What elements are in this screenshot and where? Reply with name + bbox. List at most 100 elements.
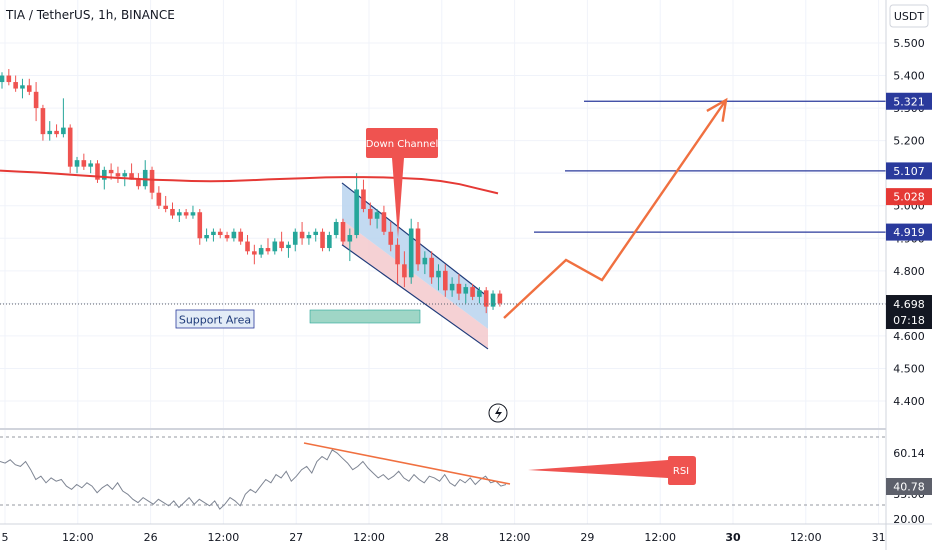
candle (170, 202, 175, 219)
candle (381, 205, 387, 236)
candle (61, 98, 66, 138)
time-tick-label: 26 (144, 531, 158, 544)
price-tick-label: 4.400 (893, 395, 925, 408)
target-level-value: 4.919 (893, 226, 925, 239)
candle (292, 228, 298, 252)
lightning-icon[interactable] (488, 403, 508, 423)
rsi-tick-label: 60.14 (893, 447, 925, 460)
ma-price-tag: 5.028 (886, 188, 932, 206)
candle (313, 228, 319, 242)
candle (6, 69, 12, 86)
candle (456, 274, 462, 301)
candle (422, 251, 428, 275)
candle (402, 251, 407, 288)
candle (47, 121, 53, 141)
current-price-tag: 4.698 07:18 (886, 295, 932, 330)
current-price-value: 4.698 (893, 298, 925, 311)
candle (361, 179, 366, 213)
candle (436, 264, 441, 291)
candle (258, 244, 264, 258)
price-tick-label: 5.400 (893, 70, 925, 83)
time-axis-ticks: 5 12:00 26 12:00 27 12:00 28 12:00 29 12:00 30 12:0… (2, 531, 886, 544)
support-area-label[interactable]: Support Area (175, 309, 255, 329)
candle (354, 173, 359, 239)
candle (95, 160, 100, 183)
candle (54, 124, 59, 138)
target-level-tag: 5.321 (886, 92, 932, 110)
candle (449, 277, 455, 297)
price-axis-background[interactable] (886, 0, 932, 550)
candle (265, 238, 271, 255)
ma-price-value: 5.028 (893, 191, 925, 204)
candle (470, 283, 475, 301)
moving-average-line (0, 169, 499, 195)
candle (163, 195, 168, 213)
projected-path-line (503, 99, 727, 319)
currency-label[interactable]: USDT (889, 4, 929, 28)
candle (429, 251, 434, 284)
time-tick-label: 27 (289, 531, 303, 544)
candle (408, 218, 414, 284)
time-tick-label: 12:00 (499, 531, 531, 544)
time-tick-label: 31 (872, 531, 886, 544)
candle (129, 163, 134, 180)
price-tick-label: 5.200 (893, 135, 925, 148)
chart-title: TIA / TetherUS, 1h, BINANCE (5, 8, 175, 22)
candlestick-series (0, 69, 503, 314)
candle (320, 228, 325, 252)
candle (33, 82, 39, 122)
rsi-callout-text: RSI (673, 466, 689, 477)
candle (211, 228, 216, 242)
time-tick-label: 12:00 (353, 531, 385, 544)
price-tick-label: 4.500 (893, 362, 925, 375)
time-tick-label: 12:00 (644, 531, 676, 544)
candle (333, 218, 339, 239)
candle (115, 166, 121, 183)
candle (238, 228, 243, 245)
candle (217, 228, 223, 239)
candle (252, 244, 257, 265)
candle (415, 222, 421, 271)
price-axis-tags: 5.321 5.107 4.919 5.028 4.698 07:18 (886, 92, 932, 330)
time-tick-label: 28 (435, 531, 449, 544)
candle (190, 205, 196, 219)
candle (388, 222, 394, 252)
down-channel-callout[interactable]: Down Channel (366, 128, 439, 238)
time-tick-label: 30 (725, 531, 741, 544)
time-tick-label: 12:00 (208, 531, 240, 544)
candle (279, 231, 284, 252)
candle (272, 238, 278, 255)
candle (327, 231, 332, 252)
candle (395, 238, 400, 284)
candle (483, 287, 489, 314)
candle (183, 208, 189, 219)
rsi-line (0, 449, 507, 510)
down-channel-bottom-line (341, 244, 489, 350)
down-channel-text: Down Channel (366, 139, 439, 150)
time-tick-label: 29 (580, 531, 594, 544)
candle (0, 72, 5, 89)
support-area-box[interactable] (309, 309, 421, 324)
candle (40, 104, 46, 141)
rsi-current-tag: 40.78 (886, 478, 932, 495)
target-levels (534, 100, 886, 233)
candle (177, 208, 182, 222)
down-channel-lower-fill (342, 219, 488, 349)
time-tick-label: 12:00 (62, 531, 94, 544)
pane-divider[interactable] (0, 428, 886, 430)
candle (224, 231, 230, 242)
down-channel-upper-fill (342, 182, 488, 329)
down-channel-top-line (341, 182, 489, 298)
candle (340, 218, 346, 245)
rsi-tick-label: 20.00 (893, 513, 925, 526)
target-level-value: 5.107 (893, 165, 925, 178)
candle (497, 290, 503, 307)
candle (374, 208, 380, 229)
candle (26, 78, 32, 96)
price-tick-label: 4.600 (893, 330, 925, 343)
rsi-callout[interactable]: RSI (528, 456, 696, 485)
candle (102, 166, 107, 190)
rsi-current-value: 40.78 (893, 481, 925, 494)
